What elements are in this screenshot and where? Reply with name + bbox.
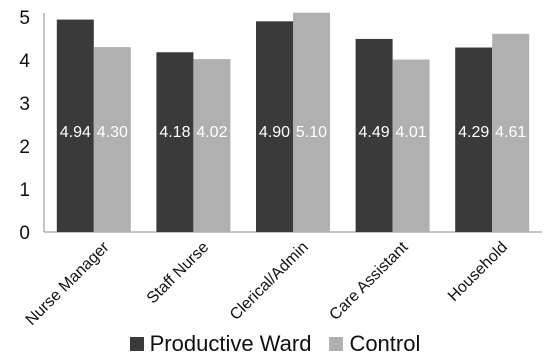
y-tick-label: 3	[19, 94, 30, 115]
y-tick-label: 5	[19, 8, 30, 29]
legend-item-control: Control	[329, 331, 420, 357]
data-label-control-household: 4.61	[495, 124, 526, 141]
y-tick-label: 4	[19, 51, 30, 72]
data-label-productive-ward-clerical-admin: 4.90	[259, 124, 290, 141]
x-tick-label-care-assistant: Care Assistant	[326, 238, 411, 323]
bar-control-staff-nurse	[193, 59, 231, 232]
data-label-control-clerical-admin: 5.10	[296, 124, 327, 141]
data-label-productive-ward-staff-nurse: 4.18	[159, 124, 190, 141]
bar-productive-ward-nurse-manager	[56, 19, 94, 232]
y-tick-label: 1	[19, 180, 30, 201]
data-label-control-staff-nurse: 4.02	[196, 124, 227, 141]
x-tick-label-clerical-admin: Clerical/Admin	[227, 239, 312, 324]
data-label-productive-ward-household: 4.29	[458, 124, 489, 141]
x-tick-label-staff-nurse: Staff Nurse	[144, 239, 212, 307]
data-label-control-nurse-manager: 4.30	[97, 124, 128, 141]
bar-control-household	[492, 33, 530, 232]
bar-control-clerical-admin	[293, 12, 330, 233]
y-tick-label: 0	[19, 223, 30, 244]
legend-swatch-productive-ward	[129, 337, 144, 351]
data-label-productive-ward-care-assistant: 4.49	[359, 124, 390, 141]
data-label-control-care-assistant: 4.01	[396, 124, 427, 141]
x-tick-label-nurse-manager: Nurse Manager	[23, 238, 113, 328]
bar-productive-ward-clerical-admin	[256, 21, 293, 232]
legend-label-productive-ward: Productive Ward	[149, 331, 312, 356]
y-tick-label: 2	[19, 137, 30, 158]
legend: Productive Ward Control	[0, 330, 550, 358]
bar-productive-ward-staff-nurse	[156, 52, 194, 233]
bar-productive-ward-household	[455, 47, 493, 232]
legend-swatch-control	[329, 337, 344, 351]
bar-productive-ward-care-assistant	[355, 38, 393, 233]
data-label-productive-ward-nurse-manager: 4.94	[60, 124, 91, 141]
bar-control-care-assistant	[392, 59, 430, 232]
bar-control-nurse-manager	[93, 47, 131, 232]
legend-label-control: Control	[349, 331, 421, 356]
legend-item-productive-ward: Productive Ward	[129, 331, 312, 357]
x-tick-label-household: Household	[445, 239, 511, 305]
